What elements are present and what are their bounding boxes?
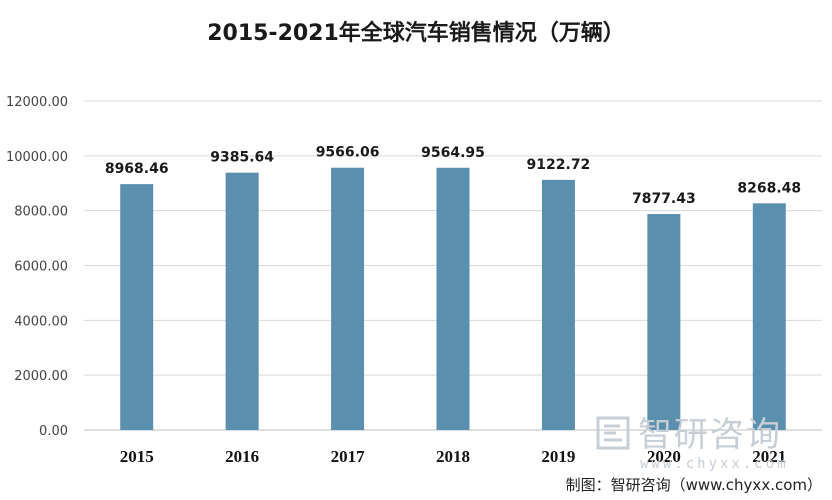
y-tick-label: 10000.00 (6, 150, 68, 165)
y-tick-label: 6000.00 (14, 260, 68, 275)
x-tick-label: 2015 (120, 447, 154, 466)
watermark-name: 智研咨询 (638, 415, 782, 455)
bars (120, 167, 786, 430)
x-tick-label: 2019 (541, 447, 575, 466)
x-axis-labels: 2015 2016 2017 2018 2019 2020 2021 (120, 447, 787, 466)
x-tick-label: 2020 (647, 447, 681, 466)
x-tick-label: 2016 (225, 447, 259, 466)
bar-2020 (647, 214, 681, 430)
data-label-2017: 9566.06 (316, 145, 380, 161)
data-label-2016: 9385.64 (210, 150, 274, 166)
bar-2016 (225, 172, 259, 430)
watermark-url: www.chyxx.com (640, 456, 789, 472)
y-tick-label: 2000.00 (14, 369, 68, 384)
data-labels: 8968.46 9385.64 9566.06 9564.95 9122.72 7877.… (105, 145, 801, 207)
data-label-2015: 8968.46 (105, 161, 169, 177)
y-tick-label: 8000.00 (14, 205, 68, 220)
watermark-logo-icon (596, 416, 630, 450)
data-label-2018: 9564.95 (421, 145, 485, 161)
x-tick-label: 2017 (331, 447, 366, 466)
data-label-2019: 9122.72 (527, 157, 591, 173)
watermark: 智研咨询 www.chyxx.com (596, 415, 789, 472)
chart-title: 2015-2021年全球汽车销售情况（万辆） (207, 20, 625, 46)
y-tick-label: 12000.00 (6, 95, 68, 110)
y-tick-label: 4000.00 (14, 314, 68, 329)
y-axis-ticks: 0.00 2000.00 4000.00 6000.00 8000.00 10000.00… (6, 95, 68, 439)
bar-2017 (331, 167, 365, 430)
bar-2015 (120, 184, 154, 430)
x-tick-label: 2021 (752, 447, 786, 466)
data-label-2021: 8268.48 (737, 180, 801, 196)
y-tick-label: 0.00 (39, 424, 68, 439)
source-note: 制图：智研咨询（www.chyxx.com） (566, 476, 822, 494)
bar-2018 (436, 167, 470, 430)
bar-2019 (541, 179, 575, 430)
bar-2021 (752, 203, 786, 430)
x-tick-label: 2018 (436, 447, 470, 466)
data-label-2020: 7877.43 (632, 191, 696, 207)
